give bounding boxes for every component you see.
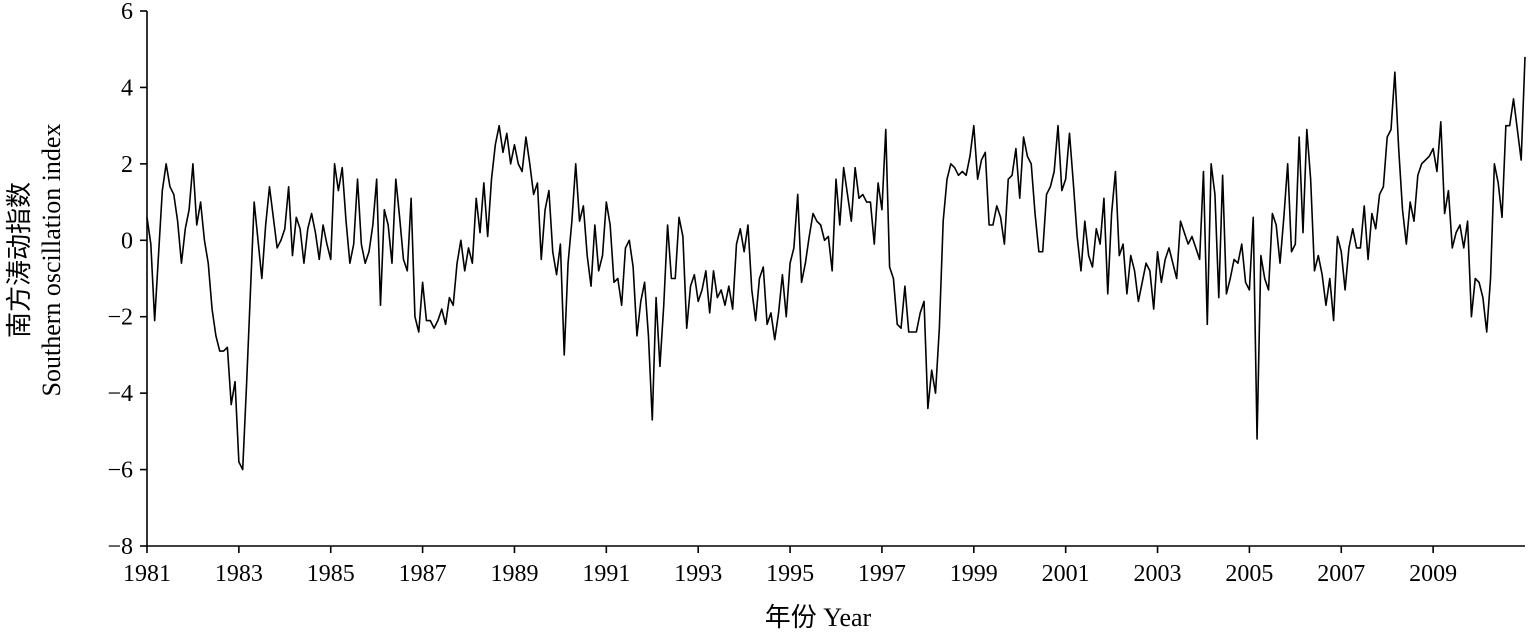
x-tick-label: 1999: [950, 561, 998, 587]
x-tick-label: 1981: [123, 561, 171, 587]
y-tick-label: −6: [107, 458, 133, 484]
x-tick-label: 2007: [1317, 561, 1365, 587]
x-tick-label: 2005: [1225, 561, 1273, 587]
y-axis-title: 南方涛动指数 Southern oscillation index: [5, 124, 66, 397]
x-tick-label: 2001: [1042, 561, 1090, 587]
plot-area: [146, 56, 1526, 471]
y-tick-label: 2: [121, 152, 133, 178]
y-axis-title-cn: 南方涛动指数: [5, 182, 34, 338]
y-tick-label: −4: [107, 381, 133, 407]
x-tick-label: 1985: [307, 561, 355, 587]
x-tick-label: 1991: [582, 561, 630, 587]
x-tick-label: 1983: [215, 561, 263, 587]
x-tick-label: 1995: [766, 561, 814, 587]
y-axis-title-en: Southern oscillation index: [37, 124, 66, 397]
soi-series-line: [146, 56, 1526, 471]
x-tick-label: 1993: [674, 561, 722, 587]
y-tick-label: 0: [121, 228, 133, 254]
x-axis: 1981 1983 1985 1987 1989 1991 1993 1995 1997 1999…: [123, 545, 1525, 587]
y-axis: 6 4 2 0 −2 −4 −6 −8: [107, 0, 148, 560]
x-tick-label: 2003: [1134, 561, 1182, 587]
x-tick-label: 1997: [858, 561, 906, 587]
x-tick-label: 1987: [399, 561, 447, 587]
y-tick-label: 6: [121, 0, 133, 25]
y-tick-label: −8: [107, 534, 133, 560]
x-tick-label: 1989: [490, 561, 538, 587]
y-tick-label: 4: [121, 75, 133, 101]
x-tick-label: 2009: [1409, 561, 1457, 587]
x-axis-title: 年份 Year: [765, 603, 872, 632]
y-tick-label: −2: [107, 305, 133, 331]
